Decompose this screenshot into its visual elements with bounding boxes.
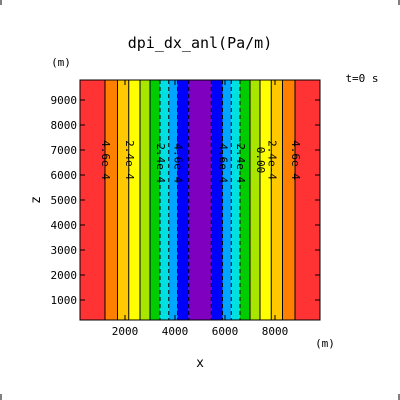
color-band-1	[105, 80, 118, 320]
x-tick-label-0: 2000	[112, 325, 139, 338]
y-tick-label-7: 8000	[51, 119, 78, 132]
color-band-15	[260, 80, 272, 320]
y-unit-label: (m)	[51, 56, 71, 69]
color-bands	[80, 80, 320, 320]
contour-label-4: -4.6e-4	[217, 137, 230, 184]
color-band-11	[222, 80, 232, 320]
x-unit-label: (m)	[315, 337, 335, 350]
contour-labels: 4.6e-4 2.4e-4 -2.4e-4 -4.6e-4 -4.6e-4 -2.4e-4…	[99, 137, 302, 184]
y-tick-label-2: 3000	[51, 244, 78, 257]
color-band-5	[150, 80, 160, 320]
color-band-7	[168, 80, 178, 320]
contour-label-5: -2.4e-4	[234, 137, 247, 184]
x-axis-label: x	[196, 356, 204, 371]
color-band-17	[282, 80, 295, 320]
contour-label-1: 2.4e-4	[123, 140, 136, 180]
x-tick-label-2: 6000	[212, 325, 239, 338]
contour-label-0: 4.6e-4	[99, 140, 112, 180]
y-tick-label-8: 9000	[51, 94, 78, 107]
color-band-13	[240, 80, 250, 320]
color-band-16	[271, 80, 283, 320]
contour-lines	[104, 80, 296, 320]
color-band-14	[250, 80, 260, 320]
color-band-10	[211, 80, 223, 320]
time-label: t=0 s	[345, 72, 378, 85]
contour-label-7: 2.4e-4	[265, 140, 278, 180]
color-band-9	[188, 80, 212, 320]
color-band-3	[128, 80, 140, 320]
chart-title: dpi_dx_anl(Pa/m)	[128, 34, 273, 52]
color-band-12	[231, 80, 240, 320]
x-axis-ticks: 2000 4000 6000 8000	[112, 80, 289, 338]
y-tick-label-4: 5000	[51, 194, 78, 207]
y-tick-label-0: 1000	[51, 294, 78, 307]
x-tick-label-1: 4000	[162, 325, 189, 338]
contour-label-3: -4.6e-4	[172, 137, 185, 184]
x-tick-label-3: 8000	[262, 325, 289, 338]
contour-label-8: 4.6e-4	[289, 140, 302, 180]
color-band-6	[160, 80, 169, 320]
contour-label-6: 0.00	[254, 147, 267, 174]
color-band-8	[177, 80, 189, 320]
color-band-4	[140, 80, 150, 320]
y-axis-label: z	[29, 196, 44, 204]
y-axis-ticks: 1000 2000 3000 4000 5000 6000 7000 8000 9000	[51, 94, 320, 307]
y-tick-label-3: 4000	[51, 219, 78, 232]
y-tick-label-5: 6000	[51, 169, 78, 182]
y-tick-label-1: 2000	[51, 269, 78, 282]
color-band-2	[117, 80, 129, 320]
contour-label-2: -2.4e-4	[154, 137, 167, 184]
y-tick-label-6: 7000	[51, 144, 78, 157]
